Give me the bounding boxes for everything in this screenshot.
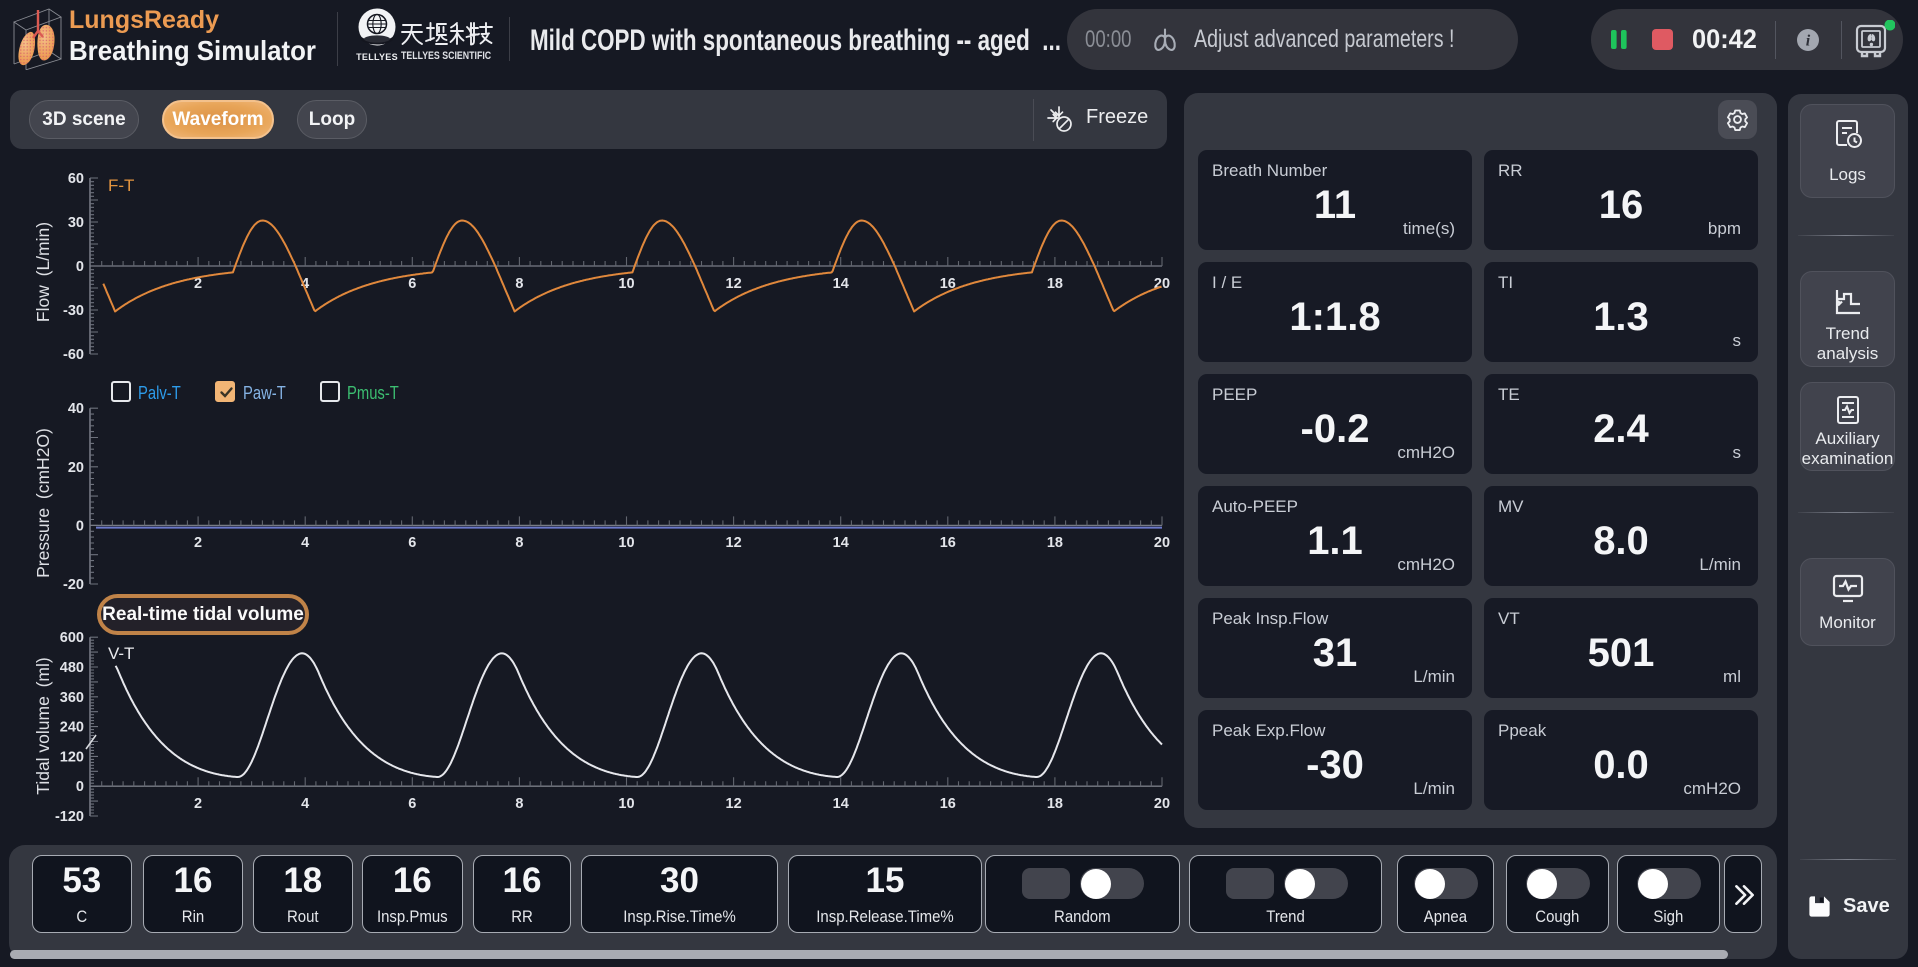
svg-text:4: 4: [301, 276, 309, 292]
svg-text:16: 16: [940, 276, 956, 292]
svg-text:-30: -30: [63, 303, 84, 319]
svg-text:14: 14: [833, 276, 849, 292]
svg-text:F-T: F-T: [108, 176, 134, 195]
svg-text:18: 18: [1047, 276, 1063, 292]
svg-text:360: 360: [60, 690, 84, 706]
svg-text:30: 30: [68, 215, 84, 231]
svg-text:-60: -60: [63, 347, 84, 363]
svg-text:Pressure (cmH2O): Pressure (cmH2O): [33, 428, 53, 578]
svg-text:240: 240: [60, 720, 84, 736]
svg-text:10: 10: [618, 276, 634, 292]
svg-text:V-T: V-T: [108, 644, 134, 663]
svg-text:8: 8: [515, 276, 523, 292]
svg-text:16: 16: [940, 796, 956, 812]
svg-text:10: 10: [618, 535, 634, 551]
svg-text:60: 60: [68, 171, 84, 187]
svg-text:20: 20: [68, 460, 84, 476]
svg-text:18: 18: [1047, 535, 1063, 551]
svg-text:12: 12: [726, 276, 742, 292]
svg-text:8: 8: [515, 796, 523, 812]
svg-text:-20: -20: [63, 577, 84, 593]
svg-text:12: 12: [726, 796, 742, 812]
svg-text:14: 14: [833, 796, 849, 812]
svg-text:18: 18: [1047, 796, 1063, 812]
svg-text:6: 6: [408, 535, 416, 551]
svg-text:TELLYES: TELLYES: [356, 52, 398, 62]
svg-text:6: 6: [408, 796, 416, 812]
svg-text:6: 6: [408, 276, 416, 292]
svg-text:20: 20: [1154, 276, 1170, 292]
svg-text:Tidal volume (ml): Tidal volume (ml): [33, 657, 53, 794]
svg-text:20: 20: [1154, 796, 1170, 812]
svg-text:12: 12: [726, 535, 742, 551]
svg-text:600: 600: [60, 630, 84, 646]
svg-text:40: 40: [68, 401, 84, 417]
svg-text:14: 14: [833, 535, 849, 551]
svg-text:-120: -120: [55, 809, 84, 825]
svg-text:0: 0: [76, 779, 84, 795]
svg-text:16: 16: [940, 535, 956, 551]
svg-text:4: 4: [301, 796, 309, 812]
svg-text:120: 120: [60, 749, 84, 765]
svg-text:4: 4: [301, 535, 309, 551]
svg-text:2: 2: [194, 535, 202, 551]
svg-text:10: 10: [618, 796, 634, 812]
svg-text:20: 20: [1154, 535, 1170, 551]
svg-text:0: 0: [76, 259, 84, 275]
svg-text:i: i: [1806, 33, 1811, 50]
svg-text:8: 8: [515, 535, 523, 551]
svg-text:480: 480: [60, 660, 84, 676]
svg-text:2: 2: [194, 276, 202, 292]
svg-text:2: 2: [194, 796, 202, 812]
svg-text:0: 0: [76, 518, 84, 534]
svg-text:Flow (L/min): Flow (L/min): [33, 222, 53, 322]
